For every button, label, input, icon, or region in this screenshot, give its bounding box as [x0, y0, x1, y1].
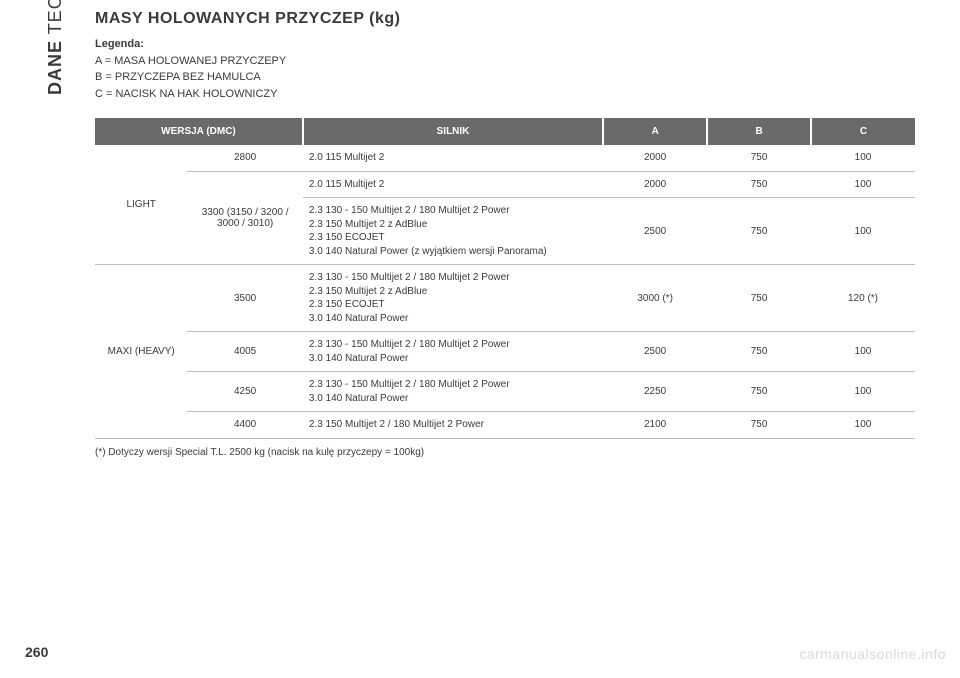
table-row: 4400 2.3 150 Multijet 2 / 180 Multijet 2… [95, 412, 915, 439]
cell-c: 120 (*) [811, 265, 915, 332]
table-row: MAXI (HEAVY) 3500 2.3 130 - 150 Multijet… [95, 265, 915, 332]
cell-c: 100 [811, 198, 915, 265]
cell-a: 2500 [603, 198, 707, 265]
cell-b: 750 [707, 372, 811, 412]
cell-engine: 2.0 115 Multijet 2 [303, 145, 603, 171]
table-row: 4005 2.3 130 - 150 Multijet 2 / 180 Mult… [95, 332, 915, 372]
cell-engine: 2.3 150 Multijet 2 / 180 Multijet 2 Powe… [303, 412, 603, 439]
group-heavy: MAXI (HEAVY) [95, 265, 187, 439]
page-content: MASY HOLOWANYCH PRZYCZEP (kg) Legenda: A… [95, 10, 915, 458]
footnote: (*) Dotyczy wersji Special T.L. 2500 kg … [95, 447, 915, 458]
cell-dmc-multi: 3300 (3150 / 3200 / 3000 / 3010) [187, 171, 302, 265]
cell-a: 2250 [603, 372, 707, 412]
col-header-a: A [603, 118, 707, 145]
cell-b: 750 [707, 198, 811, 265]
table-row: 3300 (3150 / 3200 / 3000 / 3010) 2.0 115… [95, 171, 915, 198]
table-header-row: WERSJA (DMC) SILNIK A B C [95, 118, 915, 145]
cell-a: 2500 [603, 332, 707, 372]
cell-engine: 2.3 130 - 150 Multijet 2 / 180 Multijet … [303, 265, 603, 332]
cell-engine: 2.3 130 - 150 Multijet 2 / 180 Multijet … [303, 332, 603, 372]
watermark: carmanualsonline.info [799, 646, 946, 662]
cell-dmc: 4250 [187, 372, 302, 412]
trailer-weights-table: WERSJA (DMC) SILNIK A B C LIGHT 2800 2.0… [95, 118, 915, 439]
cell-engine: 2.3 130 - 150 Multijet 2 / 180 Multijet … [303, 372, 603, 412]
cell-dmc: 2800 [187, 145, 302, 171]
cell-b: 750 [707, 145, 811, 171]
legend-c: C = NACISK NA HAK HOLOWNICZY [95, 86, 915, 103]
cell-dmc: 4400 [187, 412, 302, 439]
table-row: 4250 2.3 130 - 150 Multijet 2 / 180 Mult… [95, 372, 915, 412]
cell-c: 100 [811, 412, 915, 439]
page-title: MASY HOLOWANYCH PRZYCZEP (kg) [95, 10, 915, 28]
section-label-bold: DANE [45, 40, 65, 95]
col-header-c: C [811, 118, 915, 145]
legend-heading: Legenda: [95, 36, 915, 53]
section-label-rest: TECHNICZNE [45, 0, 65, 40]
cell-b: 750 [707, 412, 811, 439]
col-header-b: B [707, 118, 811, 145]
cell-b: 750 [707, 332, 811, 372]
table-row: LIGHT 2800 2.0 115 Multijet 2 2000 750 1… [95, 145, 915, 171]
cell-dmc: 3500 [187, 265, 302, 332]
cell-c: 100 [811, 171, 915, 198]
cell-a: 3000 (*) [603, 265, 707, 332]
legend-b: B = PRZYCZEPA BEZ HAMULCA [95, 69, 915, 86]
cell-c: 100 [811, 332, 915, 372]
legend-block: Legenda: A = MASA HOLOWANEJ PRZYCZEPY B … [95, 36, 915, 102]
cell-c: 100 [811, 145, 915, 171]
section-label: DANE TECHNICZNE [45, 0, 66, 95]
col-header-version: WERSJA (DMC) [95, 118, 303, 145]
legend-a: A = MASA HOLOWANEJ PRZYCZEPY [95, 53, 915, 70]
cell-b: 750 [707, 265, 811, 332]
cell-a: 2000 [603, 171, 707, 198]
col-header-engine: SILNIK [303, 118, 603, 145]
group-light: LIGHT [95, 145, 187, 265]
cell-engine: 2.0 115 Multijet 2 [303, 171, 603, 198]
page-number: 260 [25, 644, 48, 660]
cell-c: 100 [811, 372, 915, 412]
cell-dmc: 4005 [187, 332, 302, 372]
cell-b: 750 [707, 171, 811, 198]
cell-a: 2100 [603, 412, 707, 439]
cell-engine: 2.3 130 - 150 Multijet 2 / 180 Multijet … [303, 198, 603, 265]
cell-a: 2000 [603, 145, 707, 171]
